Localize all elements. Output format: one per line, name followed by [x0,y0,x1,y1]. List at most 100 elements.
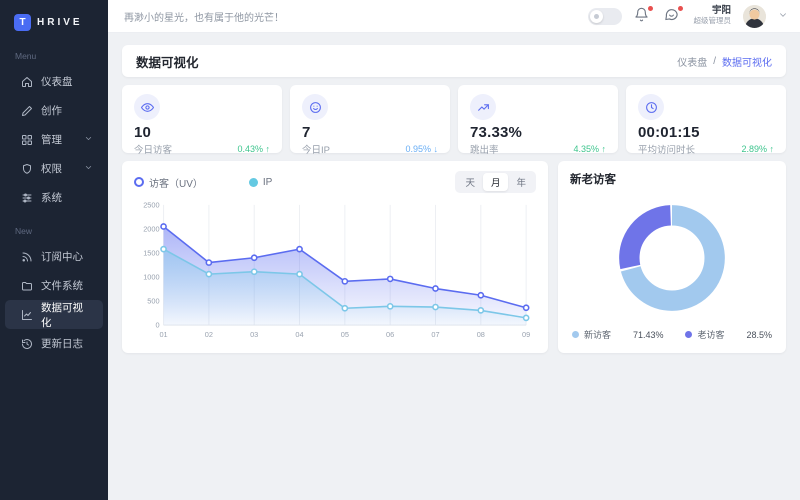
logo-text: HRIVE [37,17,83,28]
radio-unselected-icon [248,177,258,187]
sidebar: T HRIVE Menu 仪表盘 创作 管理 权限 系统 New 订阅中心 文件… [0,0,108,500]
svg-text:04: 04 [295,330,303,339]
visitor-type-card: 新老访客 新访客 71.43% 老访客 28.5% [558,161,786,353]
sidebar-item-label: 仪表盘 [41,76,73,88]
sidebar-item-data-visualization[interactable]: 数据可视化 [5,300,103,329]
svg-text:07: 07 [431,330,439,339]
notifications-button[interactable] [634,6,653,25]
sidebar-item-permissions[interactable]: 权限 [5,154,103,183]
chart-icon [20,308,33,321]
stats-row: 10 今日访客 0.43% ↑ 7 今日IP 0.95% ↓ 73.33% 跳出… [122,85,786,156]
sidebar-item-label: 管理 [41,134,62,146]
edit-icon [20,104,33,117]
user-info: 宇阳 超级管理员 [694,5,732,26]
header-motto: 再渺小的星光，也有属于他的光芒！ [124,12,284,24]
smile-icon [302,94,328,120]
trend-icon [470,94,496,120]
chevron-down-icon [84,134,93,146]
donut-legend-old[interactable]: 老访客 [685,328,725,341]
svg-text:0: 0 [156,321,160,330]
radio-selected-icon [134,177,144,187]
stat-value: 73.33% [470,124,523,141]
donut-legend-old-label: 老访客 [697,330,725,340]
main-content: 数据可视化 仪表盘 / 数据可视化 10 今日访客 0.43% ↑ 7 今日I [108,33,800,500]
traffic-chart-card: 访客（UV） IP 天 月 年 0 500 1000 1500 2000 2500 01 02… [122,161,548,353]
sidebar-item-label: 创作 [41,105,62,117]
legend-uv[interactable]: 访客（UV） [134,175,203,190]
theme-toggle[interactable] [587,7,622,25]
sidebar-item-manage[interactable]: 管理 [5,125,103,154]
legend-ip-label: IP [262,176,273,188]
sidebar-item-subscriptions[interactable]: 订阅中心 [5,242,103,271]
sidebar-item-system[interactable]: 系统 [5,183,103,212]
toggle-knob [589,9,603,23]
legend-ip[interactable]: IP [248,176,273,188]
tab-day[interactable]: 天 [465,178,475,189]
stat-change: 2.89% ↑ [741,144,774,154]
clock-icon [638,94,664,120]
stat-change: 4.35% ↑ [573,144,606,154]
stat-value: 7 [302,124,311,141]
sidebar-item-label: 数据可视化 [41,301,83,329]
legend-uv-label: 访客（UV） [149,178,203,190]
range-tabs: 天 月 年 [455,171,536,193]
sidebar-section-menu: Menu [15,51,37,61]
sidebar-item-label: 订阅中心 [41,251,83,263]
svg-text:01: 01 [159,330,167,339]
page-header-card: 数据可视化 仪表盘 / 数据可视化 [122,45,786,77]
stat-change: 0.43% ↑ [237,144,270,154]
chevron-down-icon [84,163,93,175]
sidebar-item-changelog[interactable]: 更新日志 [5,329,103,358]
legend-dot-icon [685,331,693,338]
tab-year[interactable]: 年 [516,178,526,189]
svg-text:03: 03 [250,330,258,339]
sidebar-item-files[interactable]: 文件系统 [5,271,103,300]
svg-text:1500: 1500 [143,248,159,257]
legend-dot-icon [572,331,579,338]
breadcrumb-separator: / [713,55,716,67]
sidebar-item-label: 文件系统 [41,280,83,292]
eye-icon [134,94,160,120]
breadcrumb: 仪表盘 / 数据可视化 [677,54,772,69]
home-icon [20,75,33,88]
svg-text:06: 06 [386,330,394,339]
messages-button[interactable] [664,6,683,25]
breadcrumb-current[interactable]: 数据可视化 [722,57,772,69]
sidebar-item-label: 系统 [41,192,62,204]
svg-text:09: 09 [522,330,530,339]
sidebar-item-dashboard[interactable]: 仪表盘 [5,67,103,96]
donut-chart[interactable] [570,187,774,328]
page-title: 数据可视化 [136,55,199,70]
app-logo[interactable]: T HRIVE [0,10,108,45]
donut-legend-new[interactable]: 新访客 [572,328,611,341]
stat-label: 跳出率 [470,145,499,156]
donut-chart-title: 新老访客 [570,174,616,186]
stat-change: 0.95% ↓ [405,144,438,154]
svg-text:02: 02 [205,330,213,339]
topbar: 再渺小的星光，也有属于他的光芒！ 宇阳 超级管理员 [108,0,800,33]
tab-month[interactable]: 月 [482,173,509,191]
avatar[interactable] [743,4,766,28]
sidebar-item-label: 更新日志 [41,338,83,350]
message-badge [677,6,683,11]
stat-label: 今日IP [302,145,330,156]
stat-card-ip: 7 今日IP 0.95% ↓ [290,85,450,156]
donut-legend: 新访客 71.43% 老访客 28.5% [570,328,774,343]
user-name: 宇阳 [711,5,731,17]
line-chart[interactable]: 0 500 1000 1500 2000 2500 01 02 03 04 05 06 07 08 09 [134,197,536,347]
rss-icon [20,250,33,263]
shield-icon [20,162,33,175]
sidebar-item-create[interactable]: 创作 [5,96,103,125]
user-menu-chevron-icon[interactable] [778,7,788,25]
donut-legend-new-label: 新访客 [584,330,612,340]
stat-card-bounce-rate: 73.33% 跳出率 4.35% ↑ [458,85,618,156]
logo-icon: T [14,14,31,31]
folder-icon [20,279,33,292]
stat-card-visitors: 10 今日访客 0.43% ↑ [122,85,282,156]
svg-text:1000: 1000 [143,272,159,281]
charts-row: 访客（UV） IP 天 月 年 0 500 1000 1500 2000 2500 01 02… [122,161,786,353]
breadcrumb-parent[interactable]: 仪表盘 [677,57,708,69]
stat-value: 00:01:15 [638,124,700,141]
stat-label: 平均访问时长 [638,145,696,156]
sliders-icon [20,191,33,204]
